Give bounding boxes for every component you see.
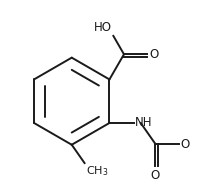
Text: NH: NH bbox=[135, 116, 153, 129]
Text: O: O bbox=[149, 48, 158, 61]
Text: O: O bbox=[180, 138, 190, 150]
Text: HO: HO bbox=[94, 21, 112, 34]
Text: CH$_3$: CH$_3$ bbox=[86, 164, 108, 178]
Text: O: O bbox=[151, 169, 160, 182]
